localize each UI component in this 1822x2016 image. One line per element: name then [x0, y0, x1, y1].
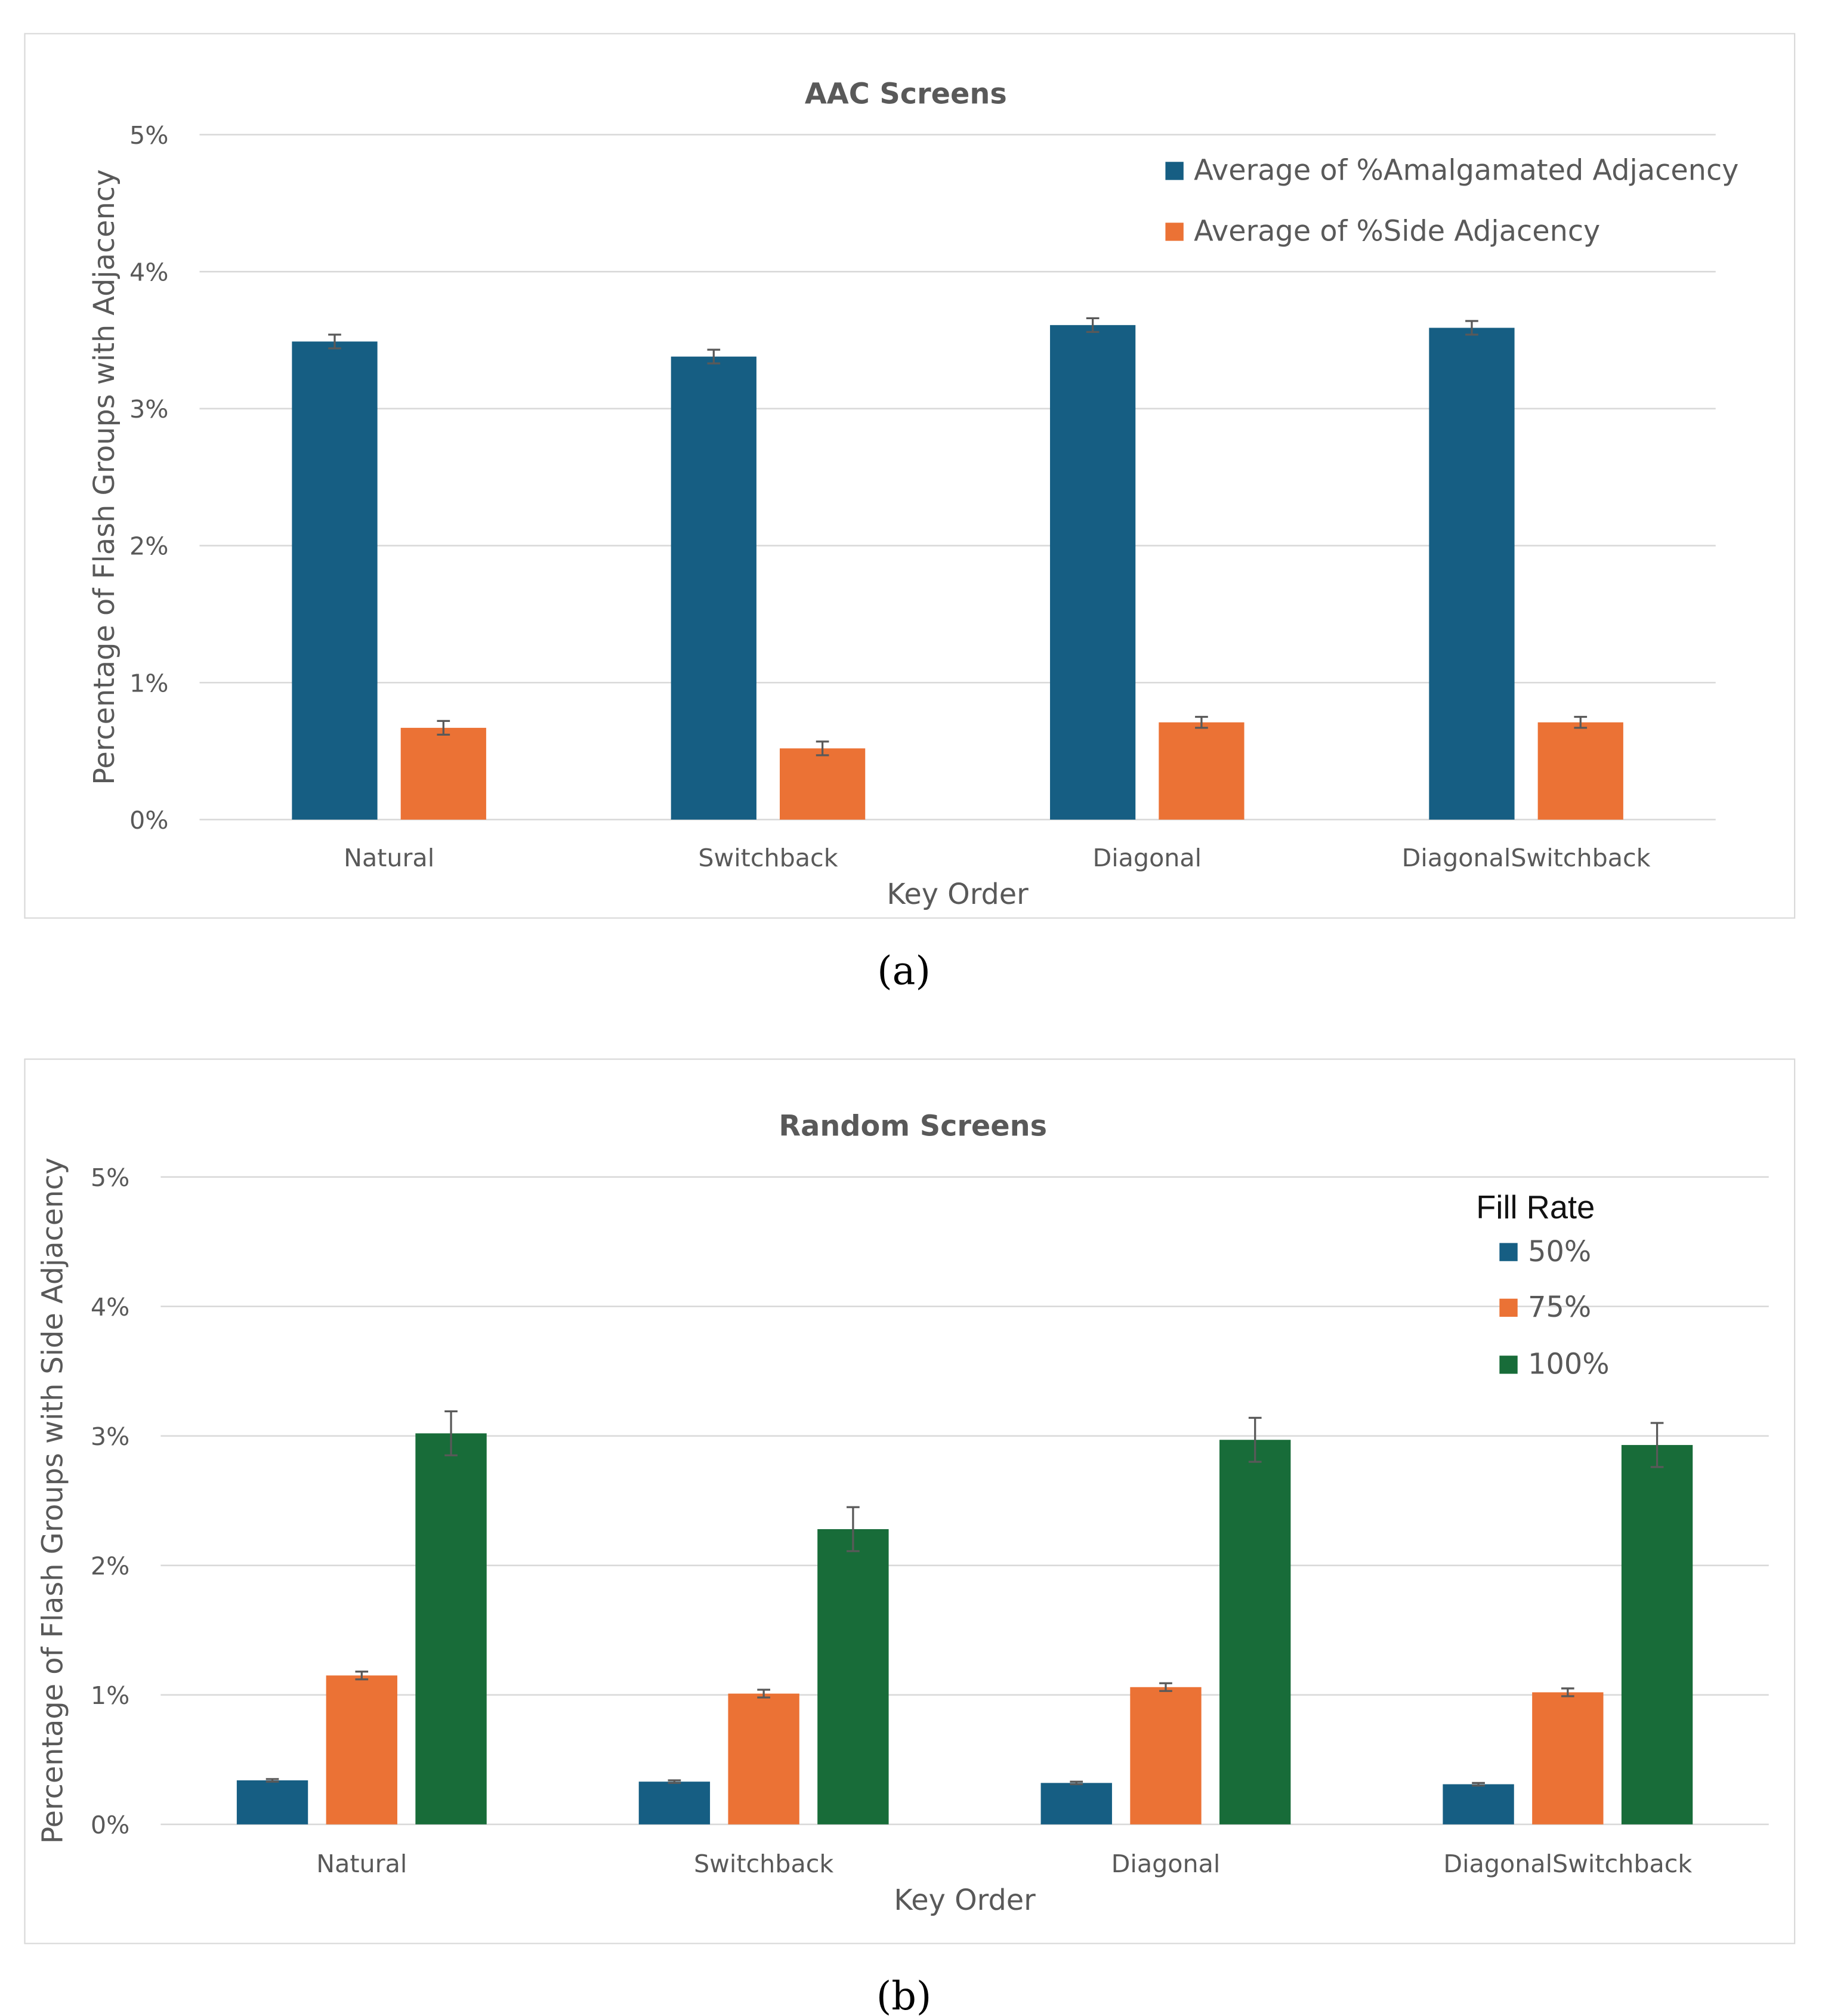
bar-50--natural — [236, 1780, 308, 1824]
y-tick-label: 2% — [129, 532, 168, 561]
y-tick-label: 1% — [91, 1681, 129, 1710]
x-tick-label: DiagonalSwitchback — [1402, 844, 1651, 872]
x-tick-label: Diagonal — [1092, 844, 1202, 872]
bar-average-of-side-adjacency-diagonal — [1159, 722, 1244, 820]
legend-label: 50% — [1528, 1236, 1591, 1268]
legend-swatch — [1499, 1243, 1518, 1261]
legend: Average of %Amalgamated Adjacency Average… — [1165, 155, 1738, 248]
legend: Fill Rate 50% 75% 100% — [1476, 1190, 1609, 1381]
panel-caption: (b) — [876, 1974, 931, 2016]
chart-b: Random Screens 0% 1% 2% 3% 4% 5% Natural Switchb… — [24, 1058, 1796, 2016]
bar-average-of-side-adjacency-switchback — [779, 748, 866, 820]
x-tick-label: Diagonal — [1111, 1850, 1221, 1878]
chart-title: Random Screens — [779, 1110, 1047, 1143]
legend-title: Fill Rate — [1476, 1190, 1595, 1225]
bar-75--diagonalswitchback — [1532, 1692, 1604, 1824]
x-axis-label: Key Order — [894, 1884, 1036, 1917]
y-tick-label: 4% — [129, 258, 168, 286]
bar-average-of-amalgamated-adjacency-natural — [292, 341, 378, 820]
y-tick-label: 0% — [91, 1811, 129, 1839]
bar-50--switchback — [638, 1782, 711, 1824]
bar-average-of-side-adjacency-diagonalswitchback — [1537, 722, 1623, 820]
legend-swatch — [1499, 1356, 1518, 1374]
bar-50--diagonalswitchback — [1443, 1784, 1514, 1824]
x-axis-label: Key Order — [887, 878, 1029, 911]
x-tick-label: Natural — [316, 1850, 407, 1878]
bar-100--diagonal — [1219, 1440, 1291, 1824]
x-tick-label: Switchback — [694, 1850, 833, 1878]
x-tick-label: DiagonalSwitchback — [1443, 1850, 1692, 1878]
bar-75--switchback — [728, 1693, 799, 1824]
y-tick-label: 2% — [91, 1552, 129, 1580]
legend-label: 75% — [1528, 1291, 1591, 1324]
y-axis-label: Percentage of Flash Groups with Side Adj… — [36, 1157, 69, 1844]
bar-100--natural — [415, 1433, 487, 1824]
bar-100--switchback — [817, 1529, 889, 1824]
bar-average-of-side-adjacency-natural — [400, 727, 486, 820]
x-tick-label: Switchback — [698, 844, 838, 872]
legend-label: Average of %Amalgamated Adjacency — [1194, 155, 1738, 187]
bar-100--diagonalswitchback — [1621, 1444, 1693, 1824]
y-tick-label: 0% — [129, 806, 168, 835]
legend-label: Average of %Side Adjacency — [1194, 215, 1600, 248]
legend-swatch — [1499, 1298, 1518, 1317]
chart-title: AAC Screens — [805, 78, 1007, 111]
x-tick-label: Natural — [344, 844, 434, 872]
y-tick-label: 5% — [91, 1163, 129, 1192]
bar-average-of-amalgamated-adjacency-diagonalswitchback — [1429, 328, 1515, 820]
y-tick-label: 5% — [129, 121, 168, 150]
panel-caption: (a) — [877, 949, 931, 993]
legend-swatch — [1165, 223, 1184, 241]
y-tick-label: 1% — [129, 669, 168, 697]
bar-75--diagonal — [1130, 1687, 1202, 1824]
bar-average-of-amalgamated-adjacency-switchback — [671, 356, 756, 820]
y-axis-label: Percentage of Flash Groups with Adjacenc… — [88, 169, 121, 785]
bar-average-of-amalgamated-adjacency-diagonal — [1050, 325, 1136, 820]
bar-75--natural — [326, 1675, 397, 1824]
legend-label: 100% — [1528, 1348, 1609, 1381]
y-tick-label: 3% — [129, 395, 168, 424]
legend-swatch — [1165, 162, 1184, 180]
y-tick-label: 4% — [91, 1293, 129, 1322]
chart-a: AAC Screens 0% 1% 2% 3% 4% 5% Natural Switchback… — [24, 33, 1796, 993]
y-tick-label: 3% — [91, 1422, 129, 1451]
bar-50--diagonal — [1040, 1783, 1112, 1824]
